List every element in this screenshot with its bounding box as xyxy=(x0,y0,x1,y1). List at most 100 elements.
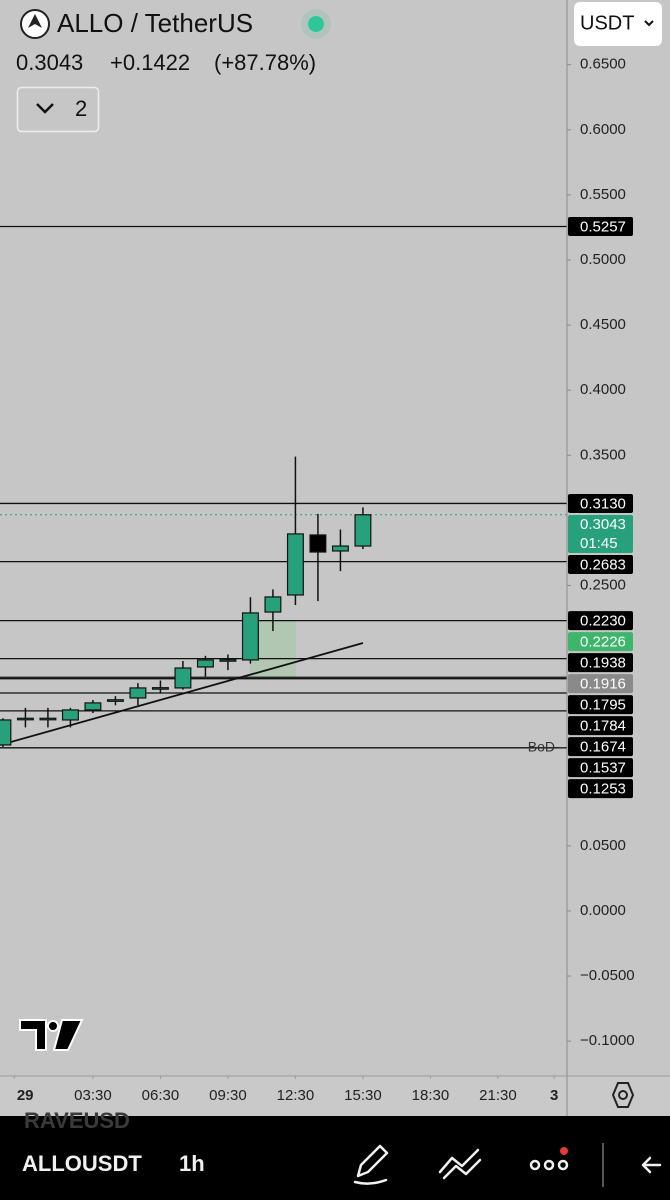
more-dot xyxy=(543,1159,555,1171)
symbol-title[interactable]: ALLO / TetherUS xyxy=(57,8,253,38)
pattern-tool[interactable] xyxy=(438,1148,482,1180)
x-tick-label: 21:30 xyxy=(479,1087,517,1104)
more-dot xyxy=(557,1159,569,1171)
x-tick-label: 29 xyxy=(17,1087,34,1104)
y-tick-label: −0.1000 xyxy=(580,1032,635,1049)
indicators-button[interactable] xyxy=(16,86,100,133)
settings-button[interactable] xyxy=(611,1082,635,1108)
level-price-tag xyxy=(568,779,633,799)
level-price-tag xyxy=(568,653,633,673)
y-tick-label: 0.6500 xyxy=(580,56,626,73)
last-price: 0.3043 xyxy=(16,50,83,75)
candle-body xyxy=(309,534,327,553)
y-tick-label: 0.4000 xyxy=(580,381,626,398)
level-price-label: 0.1938 xyxy=(580,655,626,672)
logo-dot xyxy=(47,1020,59,1032)
candle-body xyxy=(219,659,237,662)
settings-icon-core xyxy=(618,1090,628,1100)
level-price-label: 0.1674 xyxy=(580,739,626,756)
x-tick-label: 12:30 xyxy=(277,1087,315,1104)
x-tick-label: 15:30 xyxy=(344,1087,382,1104)
more-dot[interactable] xyxy=(529,1159,541,1171)
level-price-label: 0.1784 xyxy=(580,718,626,735)
level-price-label: 0.2230 xyxy=(580,613,626,630)
x-tick-label: 09:30 xyxy=(209,1087,247,1104)
y-tick-label: 0.0000 xyxy=(580,902,626,919)
toolbar-symbol[interactable]: ALLOUSDT xyxy=(22,1151,142,1176)
chart: 0.6500 0.6000 0.5500 0.5000 0.4500 0.4000 0.35… xyxy=(0,56,635,1049)
countdown-label: 01:45 xyxy=(580,535,618,552)
candle-body xyxy=(354,514,372,547)
candle-body xyxy=(129,687,147,699)
y-tick-label: 0.4500 xyxy=(580,316,626,333)
candle-body xyxy=(84,702,102,711)
x-tick-label: 3 xyxy=(550,1087,558,1104)
marker-price-tag xyxy=(568,674,633,694)
level-price-tag xyxy=(568,554,633,574)
candle-body xyxy=(286,533,304,596)
logo-t xyxy=(19,1019,47,1051)
status-dot xyxy=(308,16,324,32)
level-price-tag xyxy=(568,493,633,513)
dropdown-caret xyxy=(644,20,654,27)
level-price-label: 0.2683 xyxy=(580,556,626,573)
candle-body xyxy=(16,717,34,721)
candle-body xyxy=(151,687,169,690)
level-price-label: 0.5257 xyxy=(580,219,626,236)
trend-line xyxy=(0,642,364,746)
back-button[interactable] xyxy=(641,1156,662,1174)
level-price-tag xyxy=(568,716,633,736)
level-price-tag xyxy=(568,695,633,715)
level-price-label: 0.1253 xyxy=(580,781,626,798)
candle-body xyxy=(39,717,57,721)
tradingview-logo xyxy=(19,1019,84,1051)
x-axis-strip xyxy=(0,1076,670,1116)
y-tick-label: 0.5500 xyxy=(580,186,626,203)
x-axis: 29 03:30 06:30 09:30 12:30 15:30 18:30 21:30 3 xyxy=(13,1076,558,1104)
current-price-tag xyxy=(568,514,633,553)
level-price-label: 0.3130 xyxy=(580,495,626,512)
candle-body xyxy=(61,709,79,721)
draw-tool[interactable] xyxy=(353,1144,389,1185)
notification-dot xyxy=(560,1147,568,1155)
previous-symbol[interactable]: RAVEUSD xyxy=(24,1108,130,1133)
candle-body xyxy=(0,719,12,746)
y-tick-label: 0.5000 xyxy=(580,251,626,268)
level-price-tag xyxy=(568,217,633,237)
bottom-toolbar xyxy=(0,1116,670,1200)
level-price-label: 0.1795 xyxy=(580,697,626,714)
symbol-icon-glyph xyxy=(28,14,42,28)
chevron-icon xyxy=(36,103,54,114)
y-tick-label: −0.0500 xyxy=(580,967,635,984)
price-change: +0.1422 xyxy=(110,50,190,75)
candle-body xyxy=(106,699,124,702)
x-tick-label: 18:30 xyxy=(412,1087,450,1104)
y-tick-label: 0.2500 xyxy=(580,576,626,593)
marker-price-tag xyxy=(568,632,633,652)
level-price-tag xyxy=(568,611,633,631)
marker-price-label: 0.2226 xyxy=(580,634,626,651)
price-change-pct: (+87.78%) xyxy=(214,50,316,75)
candle-body xyxy=(241,612,259,661)
level-price-label: 0.1537 xyxy=(580,760,626,777)
currency-label: USDT xyxy=(580,12,634,34)
level-annotation: BoD xyxy=(528,739,555,755)
candle-body xyxy=(331,545,349,552)
y-tick-label: 0.3500 xyxy=(580,446,626,463)
currency-dropdown[interactable] xyxy=(574,2,662,46)
level-price-tag xyxy=(568,737,633,757)
level-price-tag xyxy=(568,758,633,778)
y-tick-label: 0.0500 xyxy=(580,837,626,854)
x-tick-label: 03:30 xyxy=(74,1087,112,1104)
logo-v xyxy=(52,1019,84,1051)
current-price-label: 0.3043 xyxy=(580,516,626,533)
candle-body xyxy=(264,596,282,613)
indicator-count: 2 xyxy=(75,96,87,121)
interval-button[interactable]: 1h xyxy=(179,1151,205,1176)
x-tick-label: 06:30 xyxy=(142,1087,180,1104)
marker-price-label: 0.1916 xyxy=(580,676,626,693)
y-tick-label: 0.6000 xyxy=(580,121,626,138)
